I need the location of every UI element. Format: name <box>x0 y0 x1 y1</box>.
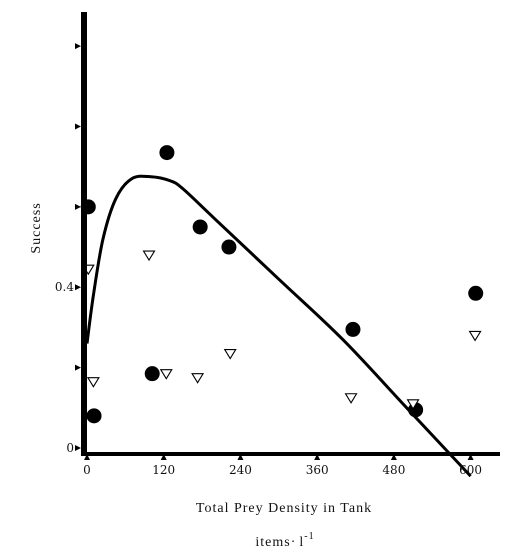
data-point-open-triangle <box>86 377 100 388</box>
data-point-filled-circle <box>86 408 102 424</box>
y-tick-label: 0.4 <box>55 280 74 294</box>
x-axis-unit-dot: · <box>291 535 297 546</box>
x-tick-label: 0 <box>83 463 91 477</box>
data-point-open-triangle <box>406 399 420 410</box>
x-tick-label: 120 <box>152 463 175 477</box>
x-tick-mark <box>314 454 321 460</box>
data-point-open-triangle <box>191 373 205 384</box>
data-point-open-triangle <box>344 393 358 404</box>
x-tick-label: 600 <box>459 463 482 477</box>
x-tick-mark <box>84 454 90 460</box>
x-tick-label: 360 <box>306 463 329 477</box>
x-axis-unit-base: items <box>255 535 290 546</box>
x-tick-mark <box>160 454 167 460</box>
x-axis-unit-l: l <box>299 535 304 546</box>
axes <box>81 12 500 456</box>
y-tick-label: 0 <box>66 441 74 455</box>
data-point-open-triangle <box>223 348 237 360</box>
x-tick-label: 480 <box>382 463 405 477</box>
x-tick-mark <box>237 454 244 460</box>
x-tick-mark <box>467 454 474 460</box>
x-tick-mark <box>390 454 397 460</box>
y-tick-mark <box>75 364 81 371</box>
data-point-open-triangle <box>468 330 482 342</box>
data-point-filled-circle <box>192 219 208 235</box>
fitted-curve <box>85 174 472 478</box>
y-axis-label: Success <box>29 202 44 253</box>
x-axis-label: Total Prey Density in Tank <box>196 501 372 516</box>
x-axis-unit: items· l-1 <box>255 531 314 546</box>
y-tick-mark <box>75 43 81 50</box>
y-tick-mark <box>75 123 81 130</box>
y-tick-mark <box>75 445 81 451</box>
data-point-filled-circle <box>159 145 175 161</box>
data-point-open-triangle <box>159 369 173 380</box>
x-axis-unit-exponent: -1 <box>304 531 314 542</box>
data-point-open-triangle <box>142 250 156 262</box>
data-point-filled-circle <box>144 366 160 382</box>
y-tick-mark <box>75 284 81 291</box>
data-point-filled-circle <box>221 239 237 255</box>
y-tick-mark <box>75 203 81 210</box>
ticks: 0 120 240 360 480 600 0 0.4 <box>55 43 482 477</box>
x-tick-label: 240 <box>229 463 252 477</box>
data-point-filled-circle <box>468 285 484 301</box>
data-point-filled-circle <box>345 321 361 337</box>
plot-area <box>80 145 484 478</box>
